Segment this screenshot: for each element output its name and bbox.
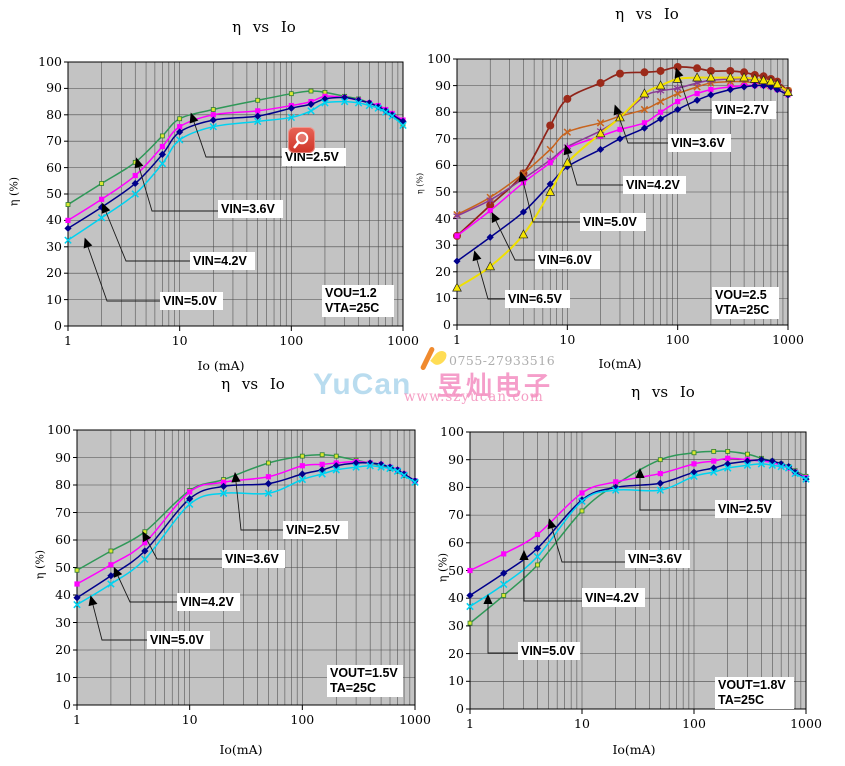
chart-vout-1p2	[64, 61, 407, 331]
callout-leader-VIN=6.5V	[472, 250, 505, 300]
callout-leader-VIN=2.5V	[635, 468, 715, 511]
gridlines	[67, 61, 404, 327]
series-VIN=5.0V	[73, 462, 419, 609]
callout-leader-VIN=3.6V	[142, 531, 222, 560]
chart-vout-2p5	[452, 58, 793, 330]
chart-vout-1p5	[73, 429, 419, 710]
callout-leader-VIN=3.6V	[134, 157, 218, 212]
zoom-magnifier-icon[interactable]	[288, 127, 315, 153]
chart-vout-1p8	[466, 431, 810, 714]
series-VIN=6.0V	[453, 82, 792, 265]
series-VIN=5.0V	[466, 460, 810, 611]
callout-leader-VIN=4.2V	[101, 202, 190, 262]
callout-leader-VIN=5.0V	[518, 171, 580, 223]
callout-leader-VIN=5.0V	[483, 594, 518, 654]
callout-leader-VIN=3.6V	[547, 518, 625, 563]
magnifier-glyph	[293, 131, 309, 149]
callout-leader-VIN=2.5V	[231, 472, 283, 531]
series-VIN=5.0V	[64, 97, 407, 244]
callout-leader-VIN=3.6V	[613, 104, 668, 144]
callout-leader-VIN=4.2V	[563, 144, 623, 186]
callout-leader-VIN=5.0V	[83, 237, 160, 302]
callout-leader-VIN=5.0V	[88, 595, 147, 641]
axis-ticks	[466, 431, 807, 714]
axis-ticks	[453, 58, 789, 330]
axis-ticks	[73, 429, 416, 710]
callout-leader-VIN=2.7V	[674, 67, 712, 111]
callout-leader-VIN=6.0V	[491, 212, 535, 261]
callout-leader-VIN=2.5V	[189, 112, 282, 158]
gridlines	[469, 431, 807, 710]
series-VIN=6.5V	[452, 72, 793, 292]
callout-leader-VIN=4.2V	[113, 566, 177, 603]
callout-leader-VIN=4.2V	[519, 550, 582, 602]
